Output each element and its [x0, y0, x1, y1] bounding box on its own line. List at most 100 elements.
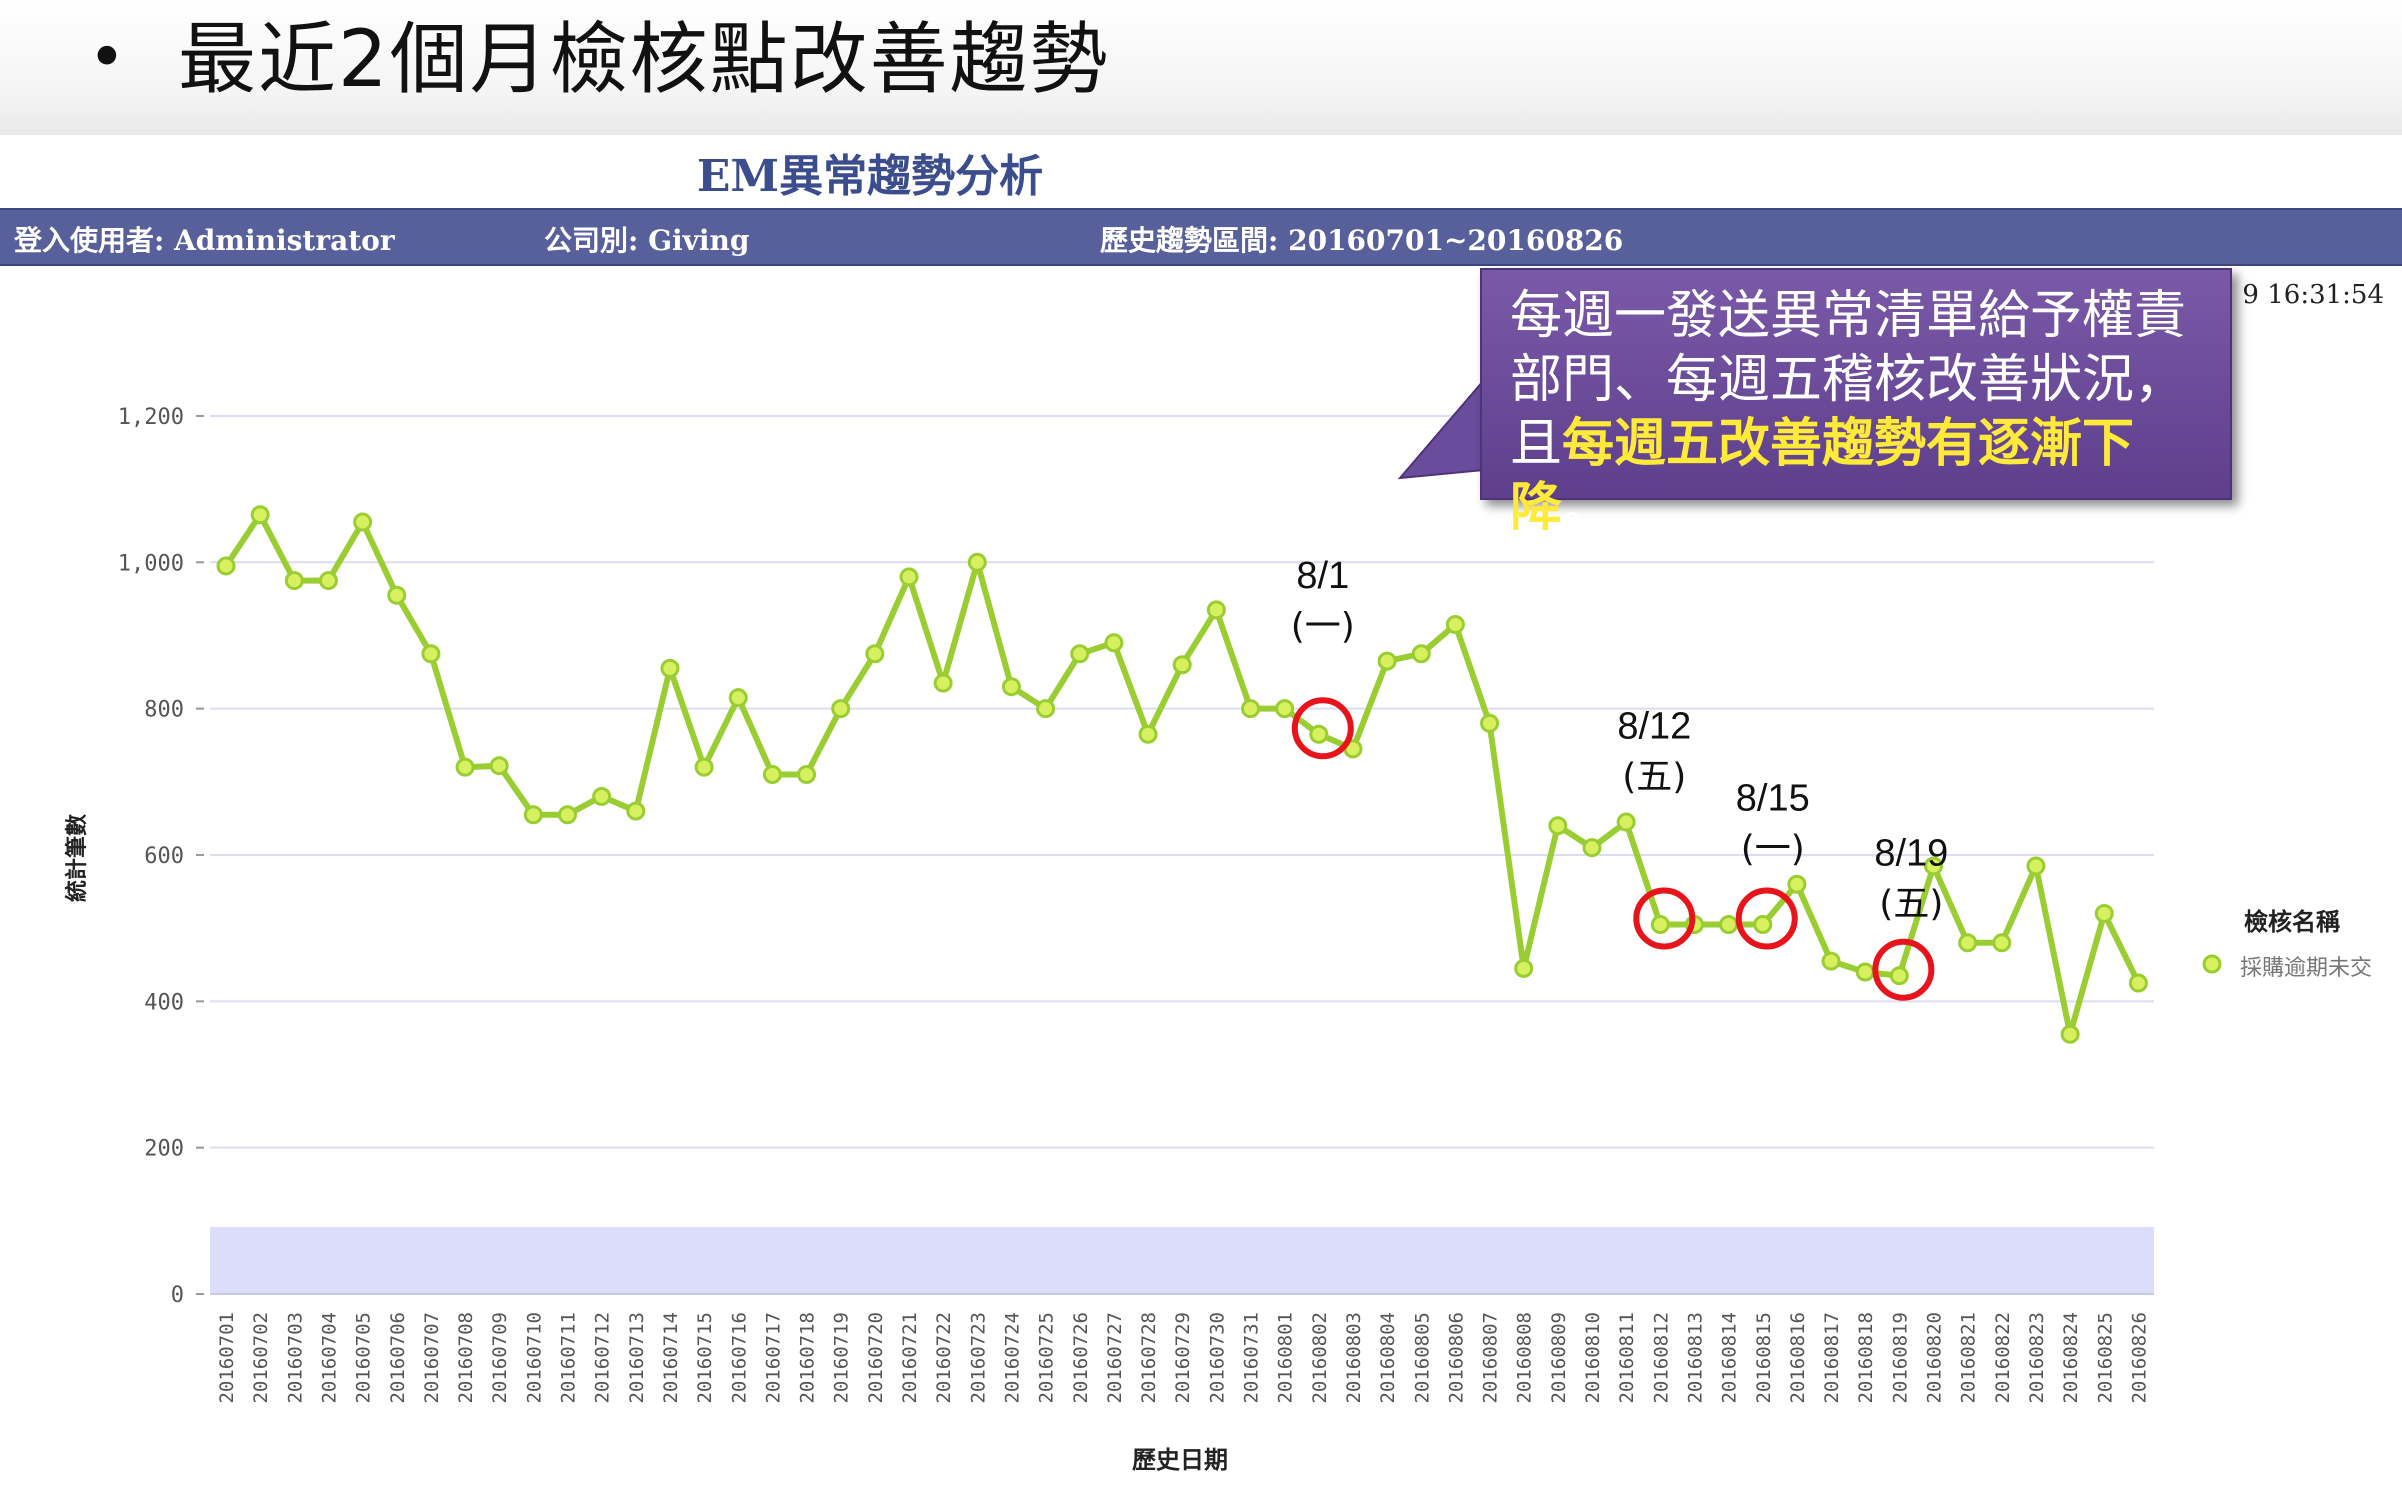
data-point-marker	[216, 556, 236, 576]
x-tick-label: 20160724	[1001, 1312, 1023, 1404]
x-tick-label: 20160824	[2060, 1312, 2082, 1404]
data-point-marker	[933, 673, 953, 693]
x-tick-label: 20160819	[1889, 1312, 1911, 1404]
highlight-circle	[1735, 887, 1798, 950]
x-tick-label: 20160807	[1480, 1312, 1502, 1404]
data-point-marker	[2060, 1024, 2080, 1044]
callout-line-1: 每週一發送異常清單給予權責	[1510, 286, 2187, 346]
x-tick-label: 20160706	[387, 1312, 409, 1404]
x-tick-label: 20160728	[1138, 1312, 1160, 1404]
x-tick-label: 20160719	[831, 1312, 853, 1404]
x-tick-label: 20160709	[489, 1312, 511, 1404]
highlight-circle	[1633, 887, 1696, 950]
data-point-marker	[1514, 958, 1534, 978]
x-tick-label: 20160809	[1548, 1312, 1570, 1404]
x-tick-label: 20160806	[1445, 1312, 1467, 1404]
data-point-marker	[1958, 933, 1978, 953]
data-point-marker	[523, 805, 543, 825]
annotation-weekday-label: (一)	[1291, 606, 1355, 647]
data-point-marker	[1616, 812, 1636, 832]
x-tick-label: 20160818	[1855, 1312, 1877, 1404]
data-point-marker	[1582, 838, 1602, 858]
annotation-date-label: 8/19	[1874, 833, 1948, 875]
date-annotations: 8/1 (一) 8/12 (五) 8/15 (一) 8/19 (五)	[1291, 555, 1949, 924]
data-point-marker	[318, 571, 338, 591]
callout-pointer	[1397, 377, 1485, 480]
highlight-circles	[1291, 697, 1935, 1001]
data-point-marker	[1241, 699, 1260, 719]
data-point-marker	[1104, 633, 1124, 653]
x-tick-label: 20160722	[933, 1312, 955, 1404]
data-point-marker	[1719, 914, 1739, 934]
callout-line-3: 且每週五改善趨勢有逐漸下降。	[1510, 412, 2230, 540]
data-point-marker	[1070, 644, 1090, 664]
company-text: 公司別: Giving	[544, 224, 750, 257]
x-tick-label: 20160822	[1992, 1312, 2014, 1404]
data-point-marker	[899, 567, 919, 587]
data-point-marker	[558, 805, 577, 825]
y-tick-label: 600	[144, 844, 184, 869]
highlight-circle	[1291, 697, 1354, 760]
data-point-marker	[1172, 655, 1192, 675]
data-point-marker	[1855, 962, 1875, 982]
x-tick-label: 20160816	[1787, 1312, 1809, 1404]
series-line	[223, 511, 2142, 1038]
y-tick-label: 0	[171, 1283, 184, 1308]
x-tick-label: 20160717	[762, 1312, 784, 1404]
data-point-marker	[1411, 644, 1431, 664]
y-axis-title: 統計筆數	[64, 814, 90, 902]
series-line-layer	[223, 511, 2142, 1038]
annotation-date-label: 8/15	[1736, 777, 1810, 819]
legend-marker	[2202, 954, 2222, 974]
callout-line-3-suffix: 。	[1562, 478, 1615, 538]
x-tick-label: 20160711	[558, 1312, 580, 1404]
data-point-marker	[1036, 699, 1056, 719]
x-tick-label: 20160720	[865, 1312, 887, 1404]
trend-range-text: 歷史趨勢區間: 20160701~20160826	[1100, 224, 1624, 257]
x-tick-label: 20160713	[626, 1312, 648, 1404]
data-point-marker	[2026, 856, 2046, 876]
data-point-marker	[1445, 614, 1465, 634]
annotation-date-label: 8/1	[1296, 555, 1349, 597]
x-tick-label: 20160804	[1377, 1312, 1399, 1404]
data-point-marker	[1480, 713, 1500, 733]
report-title: EM異常趨勢分析	[696, 151, 1044, 202]
data-point-marker	[1650, 914, 1670, 934]
x-tick-label: 20160731	[1241, 1312, 1263, 1404]
data-point-marker	[865, 644, 885, 664]
x-tick-label: 20160710	[523, 1312, 545, 1404]
grid-lines	[210, 414, 2154, 1149]
data-point-marker	[1377, 651, 1397, 671]
data-point-marker	[660, 658, 680, 678]
x-axis-ticks: 20160701 20160702 20160703 20160704 20160705…	[216, 1312, 2150, 1404]
callout-box: 每週一發送異常清單給予權責 部門、每週五稽核改善狀況， 且每週五改善趨勢有逐漸下…	[1480, 268, 2232, 538]
annotation-weekday-label: (五)	[1622, 756, 1686, 797]
y-tick-label: 1,200	[118, 405, 184, 430]
x-tick-label: 20160813	[1684, 1312, 1706, 1404]
data-point-marker	[694, 757, 714, 777]
data-point-marker	[728, 688, 748, 708]
data-point-marker	[762, 764, 782, 784]
x-tick-label: 20160714	[660, 1312, 682, 1404]
x-tick-label: 20160704	[318, 1312, 340, 1404]
data-point-marker	[1821, 951, 1841, 971]
slide-title: 最近2個月檢核點改善趨勢	[178, 15, 1110, 105]
x-tick-label: 20160802	[1309, 1312, 1331, 1404]
data-point-marker	[1992, 933, 2012, 953]
x-tick-label: 20160805	[1411, 1312, 1433, 1404]
callout-highlight-text: 每週五改善趨勢有逐漸下降	[1510, 414, 2135, 538]
y-tick-label: 1,000	[118, 551, 184, 576]
annotation-weekday-label: (五)	[1879, 884, 1943, 925]
query-timestamp: 9 16:31:54	[2242, 280, 2384, 310]
x-tick-label: 20160825	[2094, 1312, 2116, 1404]
x-tick-label: 20160707	[421, 1312, 443, 1404]
plot-bottom-band	[210, 1227, 2154, 1295]
x-tick-label: 20160726	[1070, 1312, 1092, 1404]
annotation-date-label: 8/12	[1617, 705, 1691, 747]
legend-title: 檢核名稱	[2244, 907, 2340, 936]
login-user-text: 登入使用者: Administrator	[14, 224, 395, 257]
x-tick-label: 20160716	[728, 1312, 750, 1404]
data-point-marker	[1309, 724, 1329, 744]
x-tick-label: 20160801	[1275, 1312, 1297, 1404]
data-point-marker	[489, 756, 509, 776]
